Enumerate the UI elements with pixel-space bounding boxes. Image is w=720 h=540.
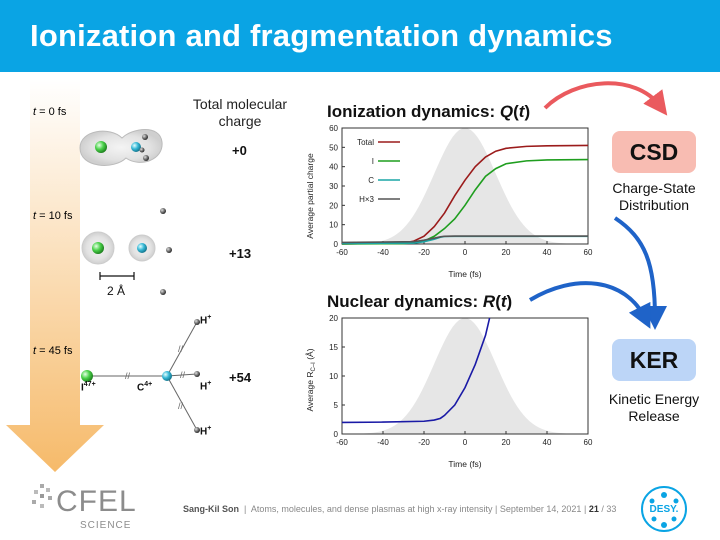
chart2-x-tick-label: 20 — [502, 438, 511, 447]
chart2-x-tick-label: 0 — [463, 438, 468, 447]
charge-value-45: +54 — [229, 370, 252, 385]
molecule-t45: // // // // — [81, 319, 200, 433]
cfel-logo-text: CFEL — [56, 485, 137, 518]
chart2-x-tick-label: -40 — [377, 438, 389, 447]
time-label-0: t = 0 fs — [33, 106, 67, 118]
chart2-title: Nuclear dynamics: R(t) — [327, 292, 513, 311]
ionization-chart: Average partial charge Time (fs) -60 -40 -… — [305, 124, 593, 279]
slide-title: Ionization and fragmentation dynamics — [30, 18, 613, 53]
chart1-x-tick-label: 20 — [502, 248, 511, 257]
scale-bar-label: 2 Å — [107, 284, 126, 298]
desy-logo: DESY. — [640, 485, 688, 533]
chart1-y-tick-label: 0 — [334, 240, 339, 249]
csd-box: CSD — [612, 131, 696, 173]
charge-value-0: +0 — [232, 143, 247, 158]
chart1-y-tick-label: 10 — [329, 221, 338, 230]
ker-description: Kinetic Energy Release — [608, 391, 700, 424]
title-bar: Ionization and fragmentation dynamics — [0, 0, 720, 72]
cfel-logo: CFEL SCIENCE — [28, 482, 140, 538]
chart1-legend-label-3: H×3 — [359, 195, 374, 204]
time-label-45: t = 45 fs — [33, 345, 73, 357]
chart2-x-axis-label: Time (fs) — [448, 459, 481, 469]
svg-text://: // — [125, 371, 131, 381]
chart1-legend-label-2: C — [368, 176, 374, 185]
chart1-series-3 — [341, 235, 588, 244]
chart2-y-tick-label: 15 — [329, 343, 338, 352]
molecule-t0 — [79, 129, 163, 166]
svg-text://: // — [180, 370, 186, 380]
chart1-pulse-background — [342, 128, 588, 244]
charge-header: Total molecular charge — [192, 96, 288, 129]
cfel-logo-subtext: SCIENCE — [80, 520, 132, 531]
chart1-x-tick-label: -20 — [418, 248, 430, 257]
chart2-y-tick-label: 5 — [334, 401, 339, 410]
csd-description: Charge-State Distribution — [612, 180, 696, 213]
chart1-legend-label-0: Total — [357, 138, 374, 147]
chart2-x-tick-label: 40 — [543, 438, 552, 447]
chart1-x-tick-label: -60 — [336, 248, 348, 257]
chart2-y-axis-label: Average RC–I (Å) — [305, 348, 317, 411]
red-arrow — [543, 81, 668, 116]
footer: Sang-Kil Son | Atoms, molecules, and den… — [183, 504, 617, 514]
svg-text://: // — [178, 344, 184, 354]
atom-label-h2: H+ — [200, 380, 212, 393]
time-arrow — [6, 80, 104, 472]
chart2-y-tick-label: 10 — [329, 372, 338, 381]
chart1-series-0 — [341, 144, 589, 245]
chart1-legend-label-1: I — [372, 157, 374, 166]
chart1-y-tick-label: 30 — [329, 182, 338, 191]
ker-box: KER — [612, 339, 696, 381]
chart2-x-tick-label: 60 — [584, 438, 593, 447]
chart1-x-axis-label: Time (fs) — [448, 269, 481, 279]
chart2-pulse-background — [342, 318, 588, 434]
cfel-logo-mark — [32, 484, 52, 508]
chart1-x-tick-label: -40 — [377, 248, 389, 257]
atom-label-i: I47+ — [81, 381, 96, 394]
chart2-y-tick-label: 0 — [334, 430, 339, 439]
chart1-y-tick-label: 20 — [329, 201, 338, 210]
desy-logo-text: DESY. — [649, 504, 679, 515]
chart2-y-tick-label: 20 — [329, 314, 338, 323]
blue-arrow-1 — [613, 216, 667, 330]
chart2-series-0 — [341, 317, 491, 424]
atom-label-h3: H+ — [200, 425, 212, 438]
chart1-y-tick-label: 40 — [329, 163, 338, 172]
chart1-y-tick-label: 50 — [329, 143, 338, 152]
chart1-x-tick-label: 0 — [463, 248, 468, 257]
chart1-y-axis-label: Average partial charge — [305, 153, 315, 239]
molecule-t10 — [81, 208, 172, 295]
flow-arrows — [528, 81, 668, 330]
nuclear-chart: Average RC–I (Å) Time (fs) -60 -40 -20 0 20 4… — [305, 314, 593, 469]
time-label-10: t = 10 fs — [33, 210, 73, 222]
chart2-x-tick-label: -20 — [418, 438, 430, 447]
chart1-x-tick-label: 60 — [584, 248, 593, 257]
charge-value-10: +13 — [229, 246, 252, 261]
chart2-x-tick-label: -60 — [336, 438, 348, 447]
atom-label-h1: H+ — [200, 314, 212, 327]
chart1-title: Ionization dynamics: Q(t) — [327, 102, 531, 121]
blue-arrow-2 — [528, 281, 651, 329]
molecule-illustration: // // // // — [79, 129, 200, 433]
chart1-y-tick-label: 60 — [329, 124, 338, 133]
atom-label-c: C4+ — [137, 381, 153, 394]
chart1-x-tick-label: 40 — [543, 248, 552, 257]
svg-text://: // — [178, 401, 184, 411]
